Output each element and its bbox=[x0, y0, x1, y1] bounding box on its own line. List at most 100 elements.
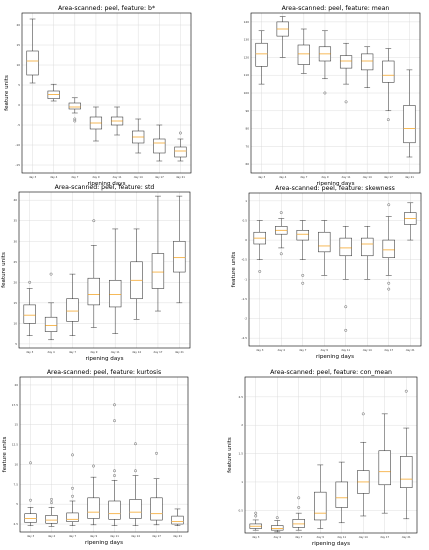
box-6 bbox=[130, 228, 143, 320]
box-5 bbox=[108, 403, 121, 526]
chart-panel-6: 0.5 1 1.5 2 2.5 day 3 day 4 day 7 day 9 day 11 day… bbox=[227, 369, 418, 547]
box-4 bbox=[87, 464, 100, 526]
outlier-point bbox=[279, 211, 283, 215]
iqr-box bbox=[361, 237, 374, 257]
outlier-point bbox=[28, 280, 32, 284]
iqr-box bbox=[314, 491, 327, 521]
x-tick-label: day 3 bbox=[258, 175, 266, 179]
iqr-box bbox=[173, 240, 186, 273]
outlier-point bbox=[50, 501, 53, 505]
iqr-box bbox=[382, 239, 395, 259]
y-tick-label: 0.5 bbox=[239, 508, 244, 512]
y-tick-label: 130 bbox=[244, 38, 250, 42]
box-6 bbox=[357, 412, 370, 517]
chart-title: Area-scanned: peel, feature: std bbox=[55, 184, 155, 191]
x-tick-label: day 21 bbox=[173, 534, 182, 538]
x-tick-label: day 11 bbox=[110, 534, 119, 538]
x-tick-label: day 7 bbox=[295, 535, 303, 539]
x-axis-label: ripening days bbox=[85, 356, 123, 362]
outlier-point bbox=[301, 281, 305, 285]
box-8 bbox=[173, 195, 186, 304]
y-tick-label: 70 bbox=[245, 144, 249, 148]
y-tick-label: 0 bbox=[18, 103, 20, 107]
iqr-box bbox=[382, 60, 395, 83]
y-tick-label: 20 bbox=[13, 280, 17, 284]
x-tick-label: day 9 bbox=[317, 535, 325, 539]
box-1 bbox=[23, 280, 36, 336]
x-tick-label: day 4 bbox=[278, 348, 286, 352]
iqr-box bbox=[297, 44, 310, 65]
y-tick-label: 1.5 bbox=[239, 452, 244, 456]
x-tick-label: day 7 bbox=[69, 350, 77, 354]
chart-title: Area-scanned: peel, feature: kurtosis bbox=[47, 369, 161, 376]
outlier-point bbox=[50, 497, 53, 501]
box-5 bbox=[109, 228, 122, 334]
plot-frame bbox=[19, 376, 189, 533]
x-axis-label: ripening days bbox=[316, 354, 354, 360]
box-8 bbox=[400, 389, 413, 520]
y-tick-label: 2.5 bbox=[239, 395, 244, 399]
iqr-box bbox=[318, 231, 331, 253]
x-tick-label: day 7 bbox=[300, 175, 308, 179]
chart-panel-4: -2.5 -2 -1.5 -1 -0.5 0 0.5 1 day 3 day 4 day 7 day … bbox=[231, 185, 422, 360]
chart-panel-5: 2.5 5 7.5 10 12.5 15 17.5 20 day 3 day 4 day 7 day … bbox=[2, 369, 189, 546]
plot-frame bbox=[244, 376, 418, 534]
iqr-box bbox=[26, 50, 39, 76]
iqr-box bbox=[255, 42, 268, 67]
x-tick-label: day 4 bbox=[279, 175, 287, 179]
x-tick-label: day 9 bbox=[90, 534, 98, 538]
iqr-box bbox=[108, 500, 121, 520]
outlier-point bbox=[92, 219, 96, 223]
outlier-point bbox=[29, 498, 32, 502]
x-tick-label: day 3 bbox=[27, 534, 35, 538]
x-tick-label: day 11 bbox=[342, 175, 351, 179]
iqr-box bbox=[150, 497, 163, 521]
x-tick-label: day 21 bbox=[406, 348, 415, 352]
iqr-box bbox=[335, 481, 348, 508]
box-4 bbox=[318, 30, 332, 95]
iqr-box bbox=[44, 316, 58, 332]
x-tick-label: day 11 bbox=[337, 535, 346, 539]
x-tick-label: day 21 bbox=[405, 175, 414, 179]
y-tick-label: 0 bbox=[245, 238, 247, 242]
chart-panel-2: 60 70 80 90 100 110 120 130 140 day 3 day 4 day 7 da… bbox=[244, 5, 421, 187]
iqr-box bbox=[45, 515, 58, 524]
y-tick-label: 17.5 bbox=[12, 403, 18, 407]
y-tick-label: -10 bbox=[15, 143, 20, 147]
iqr-box bbox=[296, 229, 309, 241]
box-6 bbox=[361, 226, 374, 280]
y-tick-label: -2.5 bbox=[242, 336, 248, 340]
box-2 bbox=[276, 16, 289, 58]
outlier-point bbox=[404, 389, 408, 393]
chart-title: Area-scanned: peel, feature: mean bbox=[282, 5, 390, 12]
iqr-box bbox=[339, 237, 352, 257]
y-tick-label: -2 bbox=[244, 317, 247, 321]
chart-panel-1: -15 -10 -5 0 5 10 15 20 day 3 day 4 day 7 day 9 day … bbox=[4, 5, 192, 187]
iqr-box bbox=[151, 253, 165, 289]
x-tick-label: day 11 bbox=[341, 348, 350, 352]
y-tick-label: 7.5 bbox=[14, 482, 19, 486]
x-tick-label: day 4 bbox=[274, 535, 282, 539]
y-tick-label: 35 bbox=[13, 219, 17, 223]
x-tick-label: day 3 bbox=[26, 350, 34, 354]
box-2 bbox=[44, 272, 58, 341]
plot-frame bbox=[248, 192, 422, 347]
box-1 bbox=[249, 511, 262, 531]
box-8 bbox=[171, 508, 184, 526]
x-axis-label: ripening days bbox=[85, 540, 123, 546]
box-7 bbox=[382, 48, 395, 122]
y-tick-label: 25 bbox=[13, 260, 17, 264]
outlier-point bbox=[73, 117, 77, 121]
x-axis-label: ripening days bbox=[312, 541, 350, 547]
outlier-point bbox=[113, 419, 116, 423]
y-tick-label: 5 bbox=[15, 342, 17, 346]
y-tick-label: 12.5 bbox=[12, 443, 18, 447]
box-5 bbox=[110, 106, 124, 136]
y-tick-label: -5 bbox=[17, 123, 20, 127]
box-6 bbox=[132, 118, 145, 154]
y-tick-label: 15 bbox=[16, 43, 20, 47]
y-tick-label: 15 bbox=[13, 301, 17, 305]
y-tick-label: -1.5 bbox=[242, 297, 248, 301]
box-8 bbox=[403, 69, 416, 158]
box-5 bbox=[339, 42, 353, 104]
